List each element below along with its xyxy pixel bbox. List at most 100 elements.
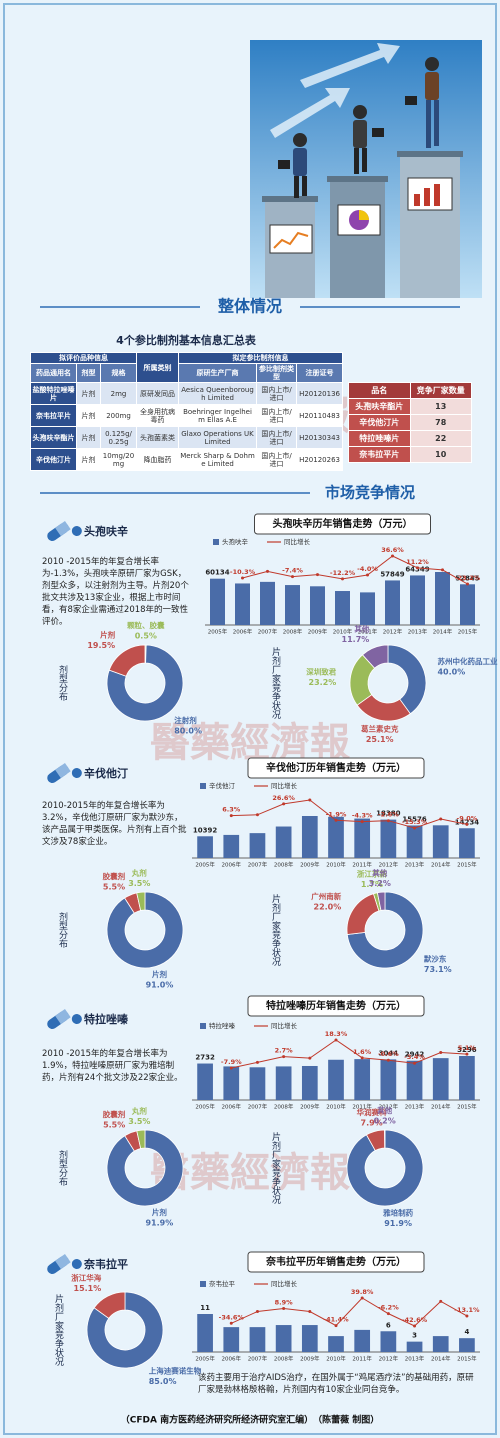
x-tick-label: 2011年 [358, 628, 378, 636]
slice-label: 5.5% [103, 1120, 125, 1129]
header-row: 拟评价品种信息 所属类别 拟定参比制剂信息 [29, 352, 344, 383]
bar [380, 1059, 397, 1100]
slice-name: 葛兰素史克 [360, 723, 399, 733]
bar [432, 825, 449, 858]
growth-point [441, 568, 444, 572]
table-cell: 降血脂药 [136, 448, 180, 471]
donut-title: 片剂厂家竞争状况 [270, 1131, 281, 1205]
bar-label: 2942 [405, 1051, 425, 1059]
drug-description: 该药主要用于治疗AIDS治疗，在国外属于“鸡尾酒疗法”的基础用药，原研厂家是勃林… [198, 1373, 474, 1395]
table-cell: 78 [409, 414, 472, 431]
page-border [3, 3, 497, 1435]
legend-swatch [200, 1281, 206, 1287]
slice-label: 91.9% [384, 1219, 412, 1228]
x-tick-label: 2010年 [333, 628, 353, 636]
column-header: 剂型 [76, 363, 101, 383]
table-cell: 头孢呋辛酯片 [30, 426, 77, 449]
bar [249, 833, 266, 858]
growth-label: 8.9% [275, 1299, 294, 1307]
drug-name: 奈韦拉平 [83, 1257, 128, 1271]
slice-label: 19.5% [87, 641, 115, 650]
bar [275, 1066, 292, 1100]
slice-name: 苏州中化药品工业 [437, 656, 497, 666]
growth-label: -4.3% [352, 812, 373, 820]
slice-name: 其他 [377, 1105, 392, 1115]
growth-point [255, 813, 259, 817]
growth-label: 2.7% [275, 1047, 294, 1055]
slice-label: 1.7% [361, 880, 383, 889]
table-cell: 国内上市/进口 [256, 404, 298, 427]
table-cell: 13 [409, 398, 472, 415]
slice-name: 注射剂 [174, 715, 197, 725]
growth-point [465, 822, 469, 826]
donut-slice [346, 891, 424, 969]
legend-label: 同比增长 [284, 537, 311, 546]
bar [380, 1331, 397, 1352]
column-header: 所属类别 [136, 352, 180, 383]
growth-point [386, 1312, 390, 1316]
x-tick-label: 2015年 [458, 628, 478, 636]
bar-label: 64349 [405, 565, 429, 573]
bar [459, 1056, 475, 1100]
pill-shape [71, 768, 82, 779]
growth-point [255, 1310, 259, 1314]
header-row: 品名 竞争厂家数量 [348, 382, 472, 399]
bar [249, 1067, 266, 1100]
growth-label: -7.9% [221, 1058, 242, 1066]
group-header: 拟评价品种信息 [29, 352, 138, 364]
growth-point [413, 1324, 417, 1328]
growth-point [439, 1299, 443, 1303]
donut-title: 剂型分布 [57, 1149, 68, 1187]
header-row: 药品通用名 剂型 规格 原研生产厂商 参比制剂类型 注册证号 [30, 363, 344, 383]
slice-label: 40.0% [437, 667, 465, 676]
bar [328, 816, 344, 858]
x-tick-label: 2005年 [195, 1355, 215, 1363]
table-title: 4个参比制剂基本信息汇总表 [116, 333, 257, 347]
pill-shape [55, 521, 71, 537]
x-tick-label: 2012年 [379, 861, 399, 869]
x-tick-label: 2012年 [379, 1103, 399, 1111]
growth-label: -12.2% [330, 569, 356, 577]
bar [197, 836, 213, 858]
donut-slice [93, 1291, 126, 1319]
slice-name: 浙江华海 [71, 1273, 101, 1283]
slice-label: 91.9% [145, 1218, 173, 1227]
growth-label: 11.2% [406, 558, 429, 566]
table-cell: 0.125g/0.25g [99, 426, 138, 449]
x-tick-label: 2013年 [405, 1103, 425, 1111]
table-cell: 国内上市/进口 [256, 448, 298, 471]
x-tick-label: 2005年 [208, 628, 228, 636]
slice-name: 华润赛科 [357, 1107, 387, 1117]
bar [360, 592, 375, 625]
slice-name: 颗粒、胶囊 [127, 620, 165, 630]
bar [328, 1059, 344, 1100]
chart-title: 头孢呋辛历年销售走势（万元） [273, 517, 413, 530]
x-tick-label: 2012年 [379, 1355, 399, 1363]
growth-point [282, 1055, 286, 1059]
growth-point [386, 819, 390, 823]
donut-slice [346, 893, 380, 935]
growth-line [242, 555, 468, 585]
drug-description: 2010 -2015年的年复合增长率为-1.3%，头孢呋辛原研厂家为GSK，剂型… [42, 557, 189, 627]
slice-label: 22.0% [314, 902, 342, 911]
table-cell: Glaxo Operations UK Limited [178, 426, 258, 449]
bar [223, 834, 240, 858]
table-cell: 盐酸特拉唑嗪片 [30, 382, 77, 405]
growth-label: -4.0% [357, 565, 378, 573]
section-heading: 整体情况 [217, 297, 282, 316]
bar [197, 1314, 213, 1352]
growth-point [241, 576, 244, 580]
x-tick-label: 2009年 [300, 1103, 320, 1111]
x-tick-label: 2014年 [431, 1103, 451, 1111]
donut-slice [376, 891, 386, 911]
table-row: 特拉唑嗪片 22 [348, 430, 472, 447]
table-row: 头孢呋辛酯片 13 [348, 398, 472, 415]
table-cell: H20120263 [296, 448, 344, 471]
donut-slice [136, 891, 146, 911]
legend-label: 特拉唑嗪 [209, 1021, 236, 1030]
slice-name: 深圳致君 [306, 666, 336, 676]
growth-point [291, 575, 294, 579]
column-header: 注册证号 [296, 363, 344, 383]
table-cell: 片剂 [76, 448, 101, 471]
